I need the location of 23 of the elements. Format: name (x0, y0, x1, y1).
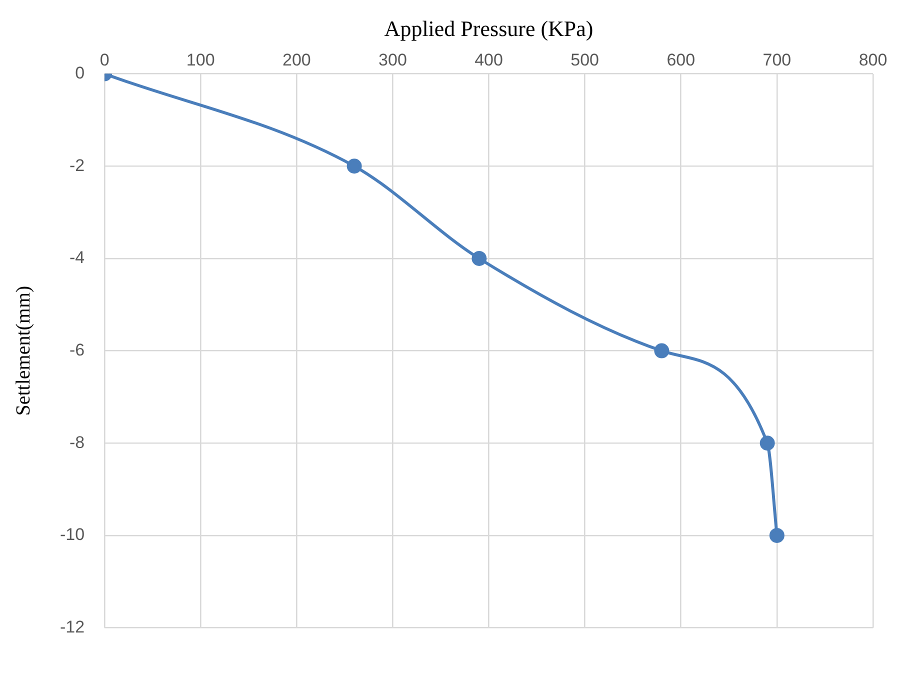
x-tick-label: 300 (378, 50, 407, 70)
y-tick-label: 0 (75, 63, 85, 82)
x-tick-label: 700 (762, 50, 792, 70)
y-tick-label: -12 (60, 617, 85, 636)
point (346, 158, 362, 174)
x-tick-label: 600 (666, 50, 696, 70)
x-tick-label: 200 (282, 50, 311, 70)
x-tick-label: 0 (100, 50, 110, 70)
y-tick-label: -8 (69, 432, 85, 452)
point (769, 528, 784, 543)
x-tick-label: 100 (186, 50, 215, 70)
x-tick-label: 400 (474, 50, 503, 70)
x-tick-label: 800 (858, 50, 888, 70)
point (654, 343, 670, 358)
y-tick-label: -6 (69, 340, 85, 360)
point (472, 250, 487, 266)
y-axis-title: Settlement(mm) (12, 286, 34, 416)
y-tick-label: -10 (60, 525, 85, 544)
x-axis-title: Applied Pressure (KPa) (384, 16, 594, 41)
y-tick-label: -2 (69, 156, 85, 175)
y-tick-label: -4 (69, 248, 85, 268)
point (760, 436, 775, 451)
x-tick-label: 500 (570, 50, 600, 70)
